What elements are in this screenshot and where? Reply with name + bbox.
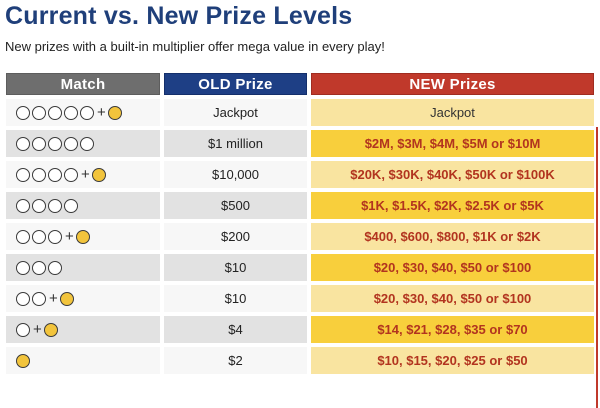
new-prize-cell: $400, $600, $800, $1K or $2K	[311, 223, 594, 250]
prize-table: Match OLD Prize NEW Prizes + Jackpot Jackp…	[2, 69, 598, 378]
mega-ball-icon	[75, 229, 90, 244]
match-cell	[6, 130, 160, 157]
white-ball-icon	[16, 229, 30, 244]
white-ball-icon	[32, 291, 46, 306]
white-ball-icon	[16, 167, 30, 182]
old-prize-cell: $1 million	[164, 130, 307, 157]
ball-combination	[16, 254, 160, 281]
new-prize-cell: $20, $30, $40, $50 or $100	[311, 285, 594, 312]
new-prize-cell: $14, $21, $28, $35 or $70	[311, 316, 594, 343]
ball-combination: +	[16, 161, 160, 188]
mega-ball-icon	[59, 291, 74, 306]
match-cell: +	[6, 161, 160, 188]
white-ball-icon	[32, 105, 46, 120]
white-ball-icon	[64, 105, 78, 120]
table-row: $1 million $2M, $3M, $4M, $5M or $10M	[6, 130, 594, 157]
white-ball-icon	[64, 167, 78, 182]
plus-sign: +	[65, 227, 74, 245]
white-ball-icon	[32, 229, 46, 244]
old-prize-cell: Jackpot	[164, 99, 307, 126]
table-row: $500 $1K, $1.5K, $2K, $2.5K or $5K	[6, 192, 594, 219]
white-ball-icon	[16, 105, 30, 120]
mega-ball-icon	[43, 322, 58, 337]
white-ball-icon	[16, 322, 30, 337]
new-prizes-column-header: NEW Prizes	[311, 73, 594, 95]
match-cell	[6, 192, 160, 219]
white-ball-icon	[80, 136, 94, 151]
match-cell: +	[6, 99, 160, 126]
new-prize-cell: $2M, $3M, $4M, $5M or $10M	[311, 130, 594, 157]
white-ball-icon	[48, 167, 62, 182]
ball-combination	[16, 347, 160, 374]
new-prize-cell: $10, $15, $20, $25 or $50	[311, 347, 594, 374]
match-cell: +	[6, 223, 160, 250]
white-ball-icon	[32, 167, 46, 182]
white-ball-icon	[48, 198, 62, 213]
new-prize-cell: $1K, $1.5K, $2K, $2.5K or $5K	[311, 192, 594, 219]
old-prize-cell: $200	[164, 223, 307, 250]
ball-combination	[16, 192, 160, 219]
white-ball-icon	[80, 105, 94, 120]
white-ball-icon	[32, 260, 46, 275]
old-prize-cell: $10,000	[164, 161, 307, 188]
match-cell: +	[6, 316, 160, 343]
mega-ball-icon	[107, 105, 122, 120]
white-ball-icon	[48, 105, 62, 120]
old-prize-cell: $500	[164, 192, 307, 219]
new-prize-cell: Jackpot	[311, 99, 594, 126]
plus-sign: +	[49, 289, 58, 307]
white-ball-icon	[16, 291, 30, 306]
table-row: $10 $20, $30, $40, $50 or $100	[6, 254, 594, 281]
ball-combination: +	[16, 316, 160, 343]
white-ball-icon	[48, 229, 62, 244]
page-title: Current vs. New Prize Levels	[5, 2, 353, 30]
table-row: + $4 $14, $21, $28, $35 or $70	[6, 316, 594, 343]
white-ball-icon	[16, 260, 30, 275]
old-prize-cell: $4	[164, 316, 307, 343]
white-ball-icon	[16, 198, 30, 213]
white-ball-icon	[32, 198, 46, 213]
white-ball-icon	[48, 260, 62, 275]
ball-combination: +	[16, 99, 160, 126]
plus-sign: +	[33, 320, 42, 338]
new-prize-cell: $20K, $30K, $40K, $50K or $100K	[311, 161, 594, 188]
old-prize-cell: $10	[164, 285, 307, 312]
white-ball-icon	[32, 136, 46, 151]
white-ball-icon	[64, 136, 78, 151]
new-prize-cell: $20, $30, $40, $50 or $100	[311, 254, 594, 281]
ball-combination: +	[16, 285, 160, 312]
table-header-row: Match OLD Prize NEW Prizes	[6, 73, 594, 95]
table-row: + $10 $20, $30, $40, $50 or $100	[6, 285, 594, 312]
accent-divider	[596, 127, 598, 408]
plus-sign: +	[97, 103, 106, 121]
match-cell	[6, 347, 160, 374]
page-subtitle: New prizes with a built-in multiplier of…	[5, 39, 385, 54]
old-prize-column-header: OLD Prize	[164, 73, 307, 95]
mega-ball-icon	[16, 353, 30, 368]
old-prize-cell: $2	[164, 347, 307, 374]
white-ball-icon	[64, 198, 78, 213]
plus-sign: +	[81, 165, 90, 183]
table-row: + Jackpot Jackpot	[6, 99, 594, 126]
old-prize-cell: $10	[164, 254, 307, 281]
table-row: $2 $10, $15, $20, $25 or $50	[6, 347, 594, 374]
white-ball-icon	[48, 136, 62, 151]
table-row: + $10,000 $20K, $30K, $40K, $50K or $100K	[6, 161, 594, 188]
mega-ball-icon	[91, 167, 106, 182]
white-ball-icon	[16, 136, 30, 151]
match-cell	[6, 254, 160, 281]
ball-combination: +	[16, 223, 160, 250]
match-column-header: Match	[6, 73, 160, 95]
match-cell: +	[6, 285, 160, 312]
table-row: + $200 $400, $600, $800, $1K or $2K	[6, 223, 594, 250]
ball-combination	[16, 130, 160, 157]
